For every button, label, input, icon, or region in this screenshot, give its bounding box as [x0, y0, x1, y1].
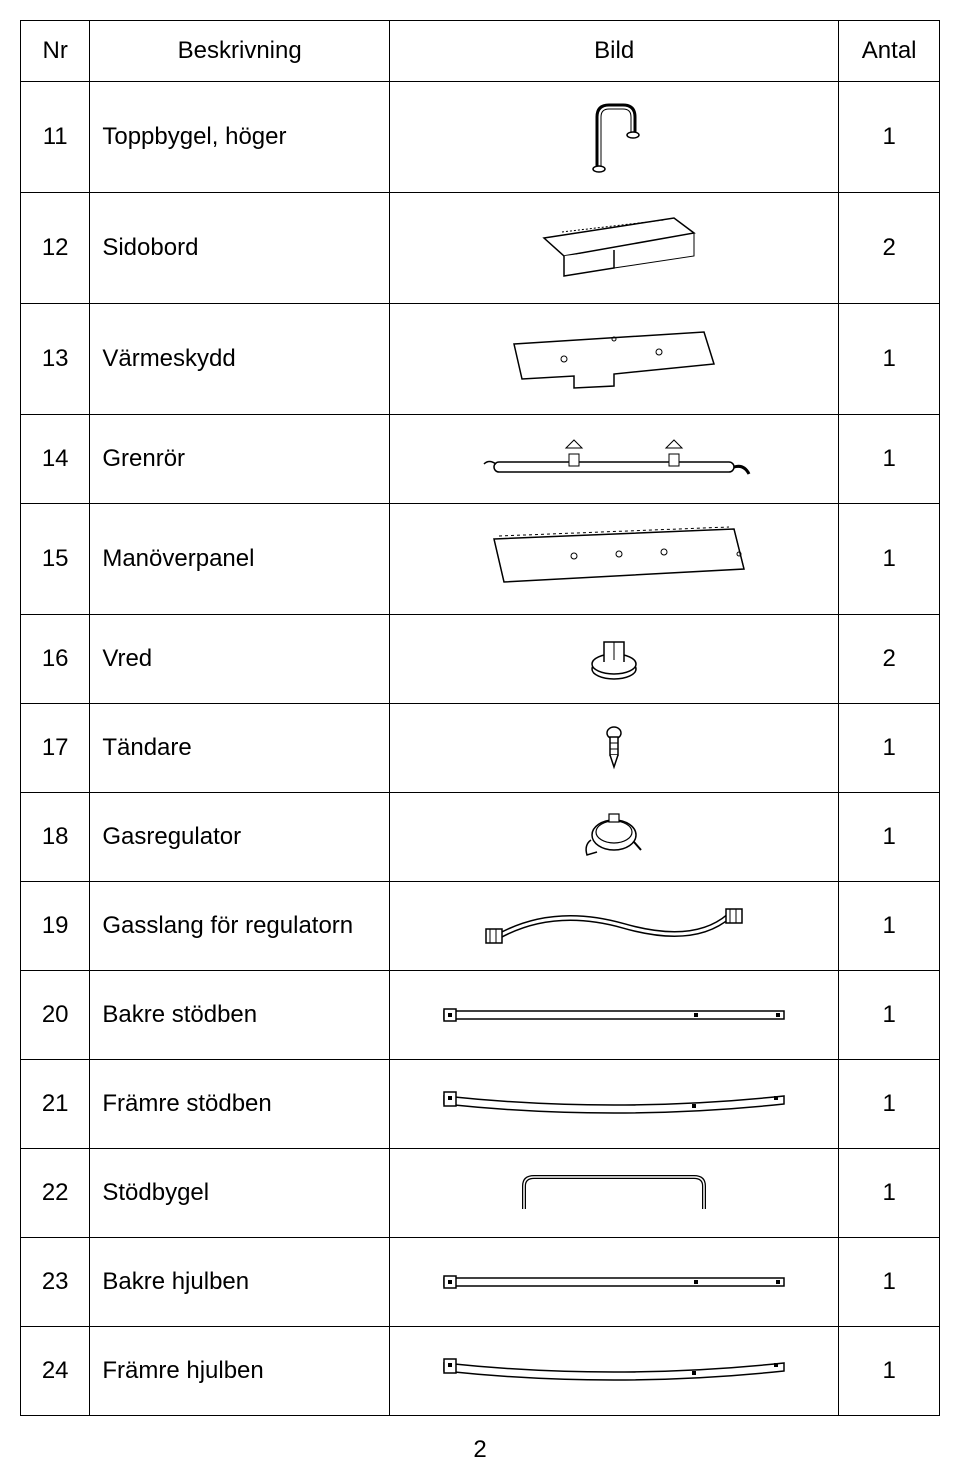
- cell-qty: 1: [839, 1327, 940, 1416]
- table-row: 20 Bakre stödben 1: [21, 971, 940, 1060]
- cell-desc: Tändare: [90, 704, 390, 793]
- cell-qty: 1: [839, 304, 940, 415]
- cell-nr: 11: [21, 82, 90, 193]
- table-row: 17 Tändare 1: [21, 704, 940, 793]
- table-row: 15 Manöverpanel 1: [21, 504, 940, 615]
- cell-qty: 1: [839, 1238, 940, 1327]
- table-row: 18 Gasregulator 1: [21, 793, 940, 882]
- cell-img: [390, 82, 839, 193]
- cell-nr: 20: [21, 971, 90, 1060]
- cell-qty: 1: [839, 1060, 940, 1149]
- cell-desc: Främre stödben: [90, 1060, 390, 1149]
- cell-desc: Bakre stödben: [90, 971, 390, 1060]
- cell-img: [390, 1060, 839, 1149]
- cell-img: [390, 304, 839, 415]
- cell-desc: Manöverpanel: [90, 504, 390, 615]
- cell-desc: Toppbygel, höger: [90, 82, 390, 193]
- cell-nr: 24: [21, 1327, 90, 1416]
- legcurved-icon: [434, 1090, 794, 1118]
- cell-qty: 1: [839, 704, 940, 793]
- cell-qty: 1: [839, 882, 940, 971]
- cell-qty: 1: [839, 415, 940, 504]
- legstraight-icon: [434, 1005, 794, 1025]
- ubar-icon: [504, 1171, 724, 1216]
- cell-nr: 19: [21, 882, 90, 971]
- table-row: 12 Sidobord 2: [21, 193, 940, 304]
- cell-img: [390, 1149, 839, 1238]
- cell-desc: Främre hjulben: [90, 1327, 390, 1416]
- cell-desc: Gasslang för regulatorn: [90, 882, 390, 971]
- cell-nr: 17: [21, 704, 90, 793]
- cell-desc: Stödbygel: [90, 1149, 390, 1238]
- table-row: 16 Vred 2: [21, 615, 940, 704]
- cell-qty: 1: [839, 1149, 940, 1238]
- header-img: Bild: [390, 21, 839, 82]
- table-row: 22 Stödbygel 1: [21, 1149, 940, 1238]
- cell-desc: Gasregulator: [90, 793, 390, 882]
- cell-nr: 21: [21, 1060, 90, 1149]
- table-row: 11 Toppbygel, höger 1: [21, 82, 940, 193]
- cell-nr: 15: [21, 504, 90, 615]
- table-row: 14 Grenrör: [21, 415, 940, 504]
- cell-qty: 1: [839, 793, 940, 882]
- cell-desc: Bakre hjulben: [90, 1238, 390, 1327]
- cell-qty: 2: [839, 615, 940, 704]
- cell-qty: 1: [839, 504, 940, 615]
- header-qty: Antal: [839, 21, 940, 82]
- cell-img: [390, 1327, 839, 1416]
- cell-nr: 16: [21, 615, 90, 704]
- cell-img: [390, 704, 839, 793]
- cell-nr: 23: [21, 1238, 90, 1327]
- cell-nr: 14: [21, 415, 90, 504]
- cell-img: [390, 882, 839, 971]
- cell-qty: 1: [839, 82, 940, 193]
- cell-img: [390, 504, 839, 615]
- knob-icon: [584, 634, 644, 684]
- cell-nr: 12: [21, 193, 90, 304]
- legstraight2-icon: [434, 1272, 794, 1292]
- page-container: Nr Beskrivning Bild Antal 11 Toppbygel, …: [20, 20, 940, 1464]
- header-desc: Beskrivning: [90, 21, 390, 82]
- cell-nr: 18: [21, 793, 90, 882]
- controlpanel-icon: [474, 524, 754, 594]
- page-number: 2: [20, 1436, 940, 1464]
- cell-desc: Grenrör: [90, 415, 390, 504]
- table-row: 19 Gasslang för regulatorn 1: [21, 882, 940, 971]
- cell-nr: 13: [21, 304, 90, 415]
- cell-desc: Värmeskydd: [90, 304, 390, 415]
- heatshield-icon: [504, 324, 724, 394]
- handle-icon: [579, 97, 649, 177]
- cell-qty: 1: [839, 971, 940, 1060]
- parts-table: Nr Beskrivning Bild Antal 11 Toppbygel, …: [20, 20, 940, 1416]
- cell-nr: 22: [21, 1149, 90, 1238]
- cell-img: [390, 193, 839, 304]
- header-nr: Nr: [21, 21, 90, 82]
- igniter-icon: [599, 723, 629, 773]
- shelf-icon: [524, 208, 704, 288]
- hose-icon: [474, 901, 754, 951]
- cell-img: [390, 615, 839, 704]
- manifold-icon: [474, 434, 754, 484]
- legcurved2-icon: [434, 1357, 794, 1385]
- table-row: 24 Främre hjulben 1: [21, 1327, 940, 1416]
- regulator-icon: [579, 810, 649, 865]
- table-row: 23 Bakre hjulben 1: [21, 1238, 940, 1327]
- header-row: Nr Beskrivning Bild Antal: [21, 21, 940, 82]
- table-row: 21 Främre stödben 1: [21, 1060, 940, 1149]
- cell-qty: 2: [839, 193, 940, 304]
- table-row: 13 Värmeskydd 1: [21, 304, 940, 415]
- cell-desc: Vred: [90, 615, 390, 704]
- cell-img: [390, 793, 839, 882]
- cell-desc: Sidobord: [90, 193, 390, 304]
- cell-img: [390, 1238, 839, 1327]
- cell-img: [390, 971, 839, 1060]
- cell-img: [390, 415, 839, 504]
